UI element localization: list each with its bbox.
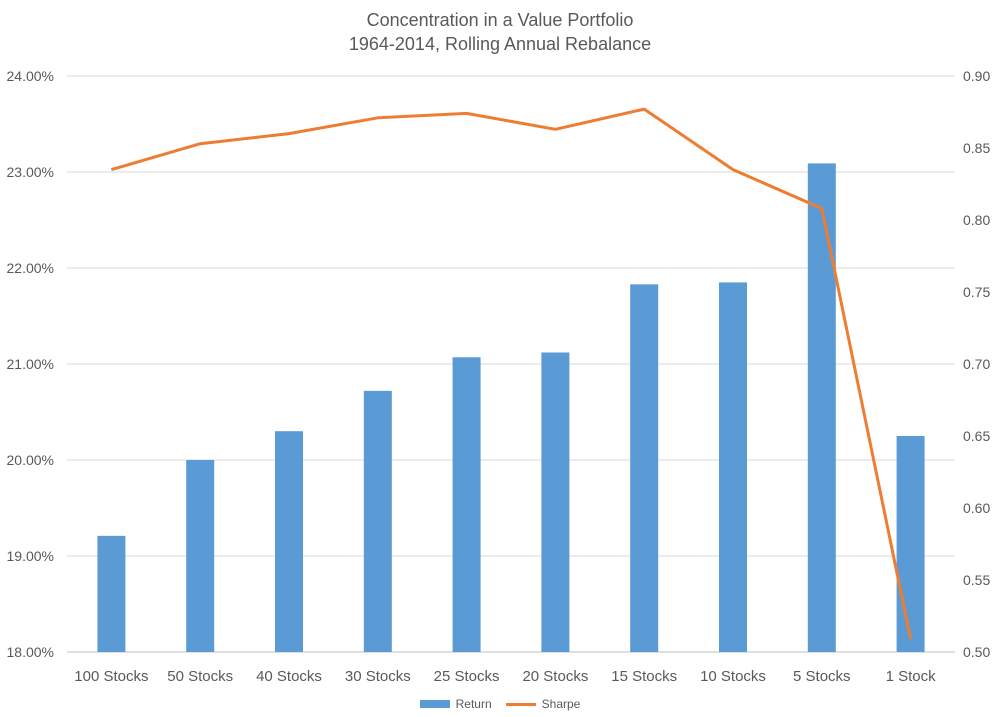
legend-swatch-sharpe [505,702,536,706]
bar-return [275,431,303,652]
x-category-label: 30 Stocks [345,668,411,685]
legend-label-return: Return [455,697,492,711]
x-category-label: 5 Stocks [793,668,851,685]
y-right-tick-label: 0.85 [963,140,990,156]
y-left-tick-label: 24.00% [7,68,54,84]
y-left-tick-label: 21.00% [7,356,54,372]
y-left-tick-label: 19.00% [7,548,54,564]
y-left-tick-label: 20.00% [7,452,54,468]
y-left-tick-label: 22.00% [7,260,54,276]
y-right-tick-label: 0.70 [963,356,990,372]
y-right-tick-label: 0.75 [963,284,990,300]
x-category-label: 10 Stocks [700,668,766,685]
bar-return [719,282,747,652]
legend-label-sharpe: Sharpe [541,697,581,711]
y-right-tick-label: 0.50 [963,644,990,660]
chart-title-block: Concentration in a Value Portfolio 1964-… [0,8,1000,56]
line-sharpe [110,107,913,640]
chart-subtitle: 1964-2014, Rolling Annual Rebalance [348,34,652,54]
x-category-label: 50 Stocks [167,668,233,685]
y-right-tick-label: 0.60 [963,500,990,516]
chart-legend: Return Sharpe [0,697,1000,711]
y-right-tick-label: 0.90 [963,68,990,84]
bar-return [97,535,126,652]
bar-return [452,357,481,652]
x-category-label: 40 Stocks [256,668,322,685]
y-right-tick-label: 0.55 [963,572,990,588]
y-right-tick-label: 0.65 [963,428,990,444]
x-category-label: 25 Stocks [434,668,500,685]
x-category-label: 15 Stocks [611,668,677,685]
x-category-label: 100 Stocks [74,668,148,685]
bar-return [896,436,925,652]
legend-item-sharpe: Sharpe [505,697,581,711]
bar-return [186,460,215,652]
x-category-label: 1 Stock [886,668,937,685]
x-category-label: 20 Stocks [522,668,588,685]
bar-return [541,352,570,652]
chart-title: Concentration in a Value Portfolio [366,10,634,30]
y-left-tick-label: 23.00% [7,164,54,180]
bar-return [807,163,836,653]
y-right-tick-label: 0.80 [963,212,990,228]
y-left-tick-label: 18.00% [7,644,54,660]
legend-swatch-return [419,700,450,708]
bar-return [630,284,659,652]
bar-return [363,390,392,652]
legend-item-return: Return [419,697,492,711]
